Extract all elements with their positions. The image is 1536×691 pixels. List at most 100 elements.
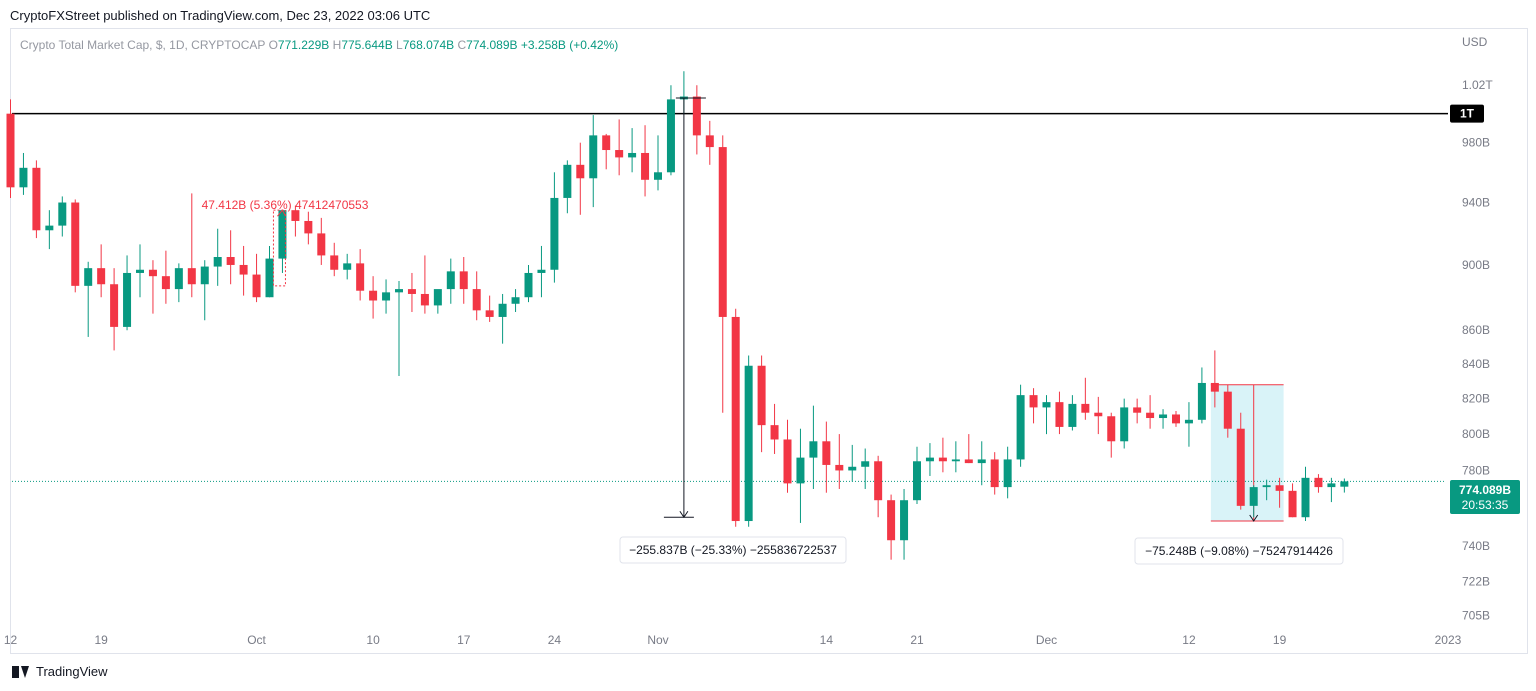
candle-body[interactable] (1094, 412, 1103, 417)
candle-body[interactable] (1236, 428, 1245, 506)
candle-body[interactable] (369, 290, 378, 301)
candle-body[interactable] (887, 500, 896, 541)
candle-body[interactable] (356, 263, 365, 291)
candle-body[interactable] (343, 263, 352, 270)
candle-body[interactable] (1029, 395, 1038, 408)
candle-body[interactable] (1340, 481, 1349, 487)
candle-body[interactable] (615, 150, 624, 158)
candle-body[interactable] (317, 233, 326, 256)
candle-body[interactable] (304, 220, 313, 234)
candle-body[interactable] (6, 113, 15, 188)
candle-body[interactable] (265, 258, 274, 298)
candle-body[interactable] (1288, 490, 1297, 518)
candle-body[interactable] (874, 461, 883, 501)
candle-body[interactable] (148, 269, 157, 277)
candle-body[interactable] (1068, 403, 1077, 427)
candle-body[interactable] (809, 441, 818, 458)
candle-body[interactable] (161, 276, 170, 290)
candle-body[interactable] (1301, 477, 1310, 518)
candle-body[interactable] (213, 257, 222, 267)
candle-body[interactable] (1159, 414, 1168, 419)
candle-body[interactable] (757, 365, 766, 426)
candle-body[interactable] (433, 289, 442, 306)
candle-body[interactable] (990, 459, 999, 488)
candle-body[interactable] (1184, 419, 1193, 424)
candle-body[interactable] (731, 316, 740, 522)
candle-body[interactable] (226, 257, 235, 265)
candle-body[interactable] (472, 289, 481, 311)
candle-body[interactable] (1172, 414, 1180, 424)
candle-body[interactable] (964, 459, 973, 464)
candle-body[interactable] (1016, 395, 1025, 460)
candle-body[interactable] (446, 271, 455, 290)
candle-body[interactable] (1120, 407, 1129, 442)
candle-body[interactable] (1314, 477, 1323, 488)
candle-body[interactable] (550, 197, 559, 270)
candle-body[interactable] (796, 457, 805, 484)
candle-body[interactable] (19, 167, 28, 188)
candle-body[interactable] (744, 365, 753, 522)
candle-body[interactable] (395, 289, 403, 293)
candle-body[interactable] (278, 210, 287, 259)
candle-body[interactable] (1197, 382, 1206, 420)
candle-body[interactable] (770, 425, 779, 440)
candle-body[interactable] (136, 269, 144, 273)
candle-body[interactable] (1210, 382, 1219, 392)
candle-body[interactable] (925, 457, 934, 462)
candle-body[interactable] (938, 457, 947, 462)
candle-body[interactable] (602, 135, 611, 151)
candle-body[interactable] (1133, 407, 1142, 413)
candle-body[interactable] (913, 461, 921, 501)
candle-body[interactable] (1275, 485, 1284, 491)
candle-body[interactable] (654, 172, 662, 180)
candle-body[interactable] (1055, 402, 1064, 427)
candle-body[interactable] (71, 202, 80, 286)
candle-body[interactable] (1249, 487, 1258, 506)
candle-body[interactable] (291, 210, 300, 221)
candle-body[interactable] (498, 303, 507, 317)
candle-body[interactable] (1042, 402, 1051, 408)
candle-body[interactable] (58, 202, 67, 226)
candle-body[interactable] (123, 272, 132, 327)
candle-body[interactable] (563, 164, 572, 198)
candle-body[interactable] (666, 99, 675, 173)
candle-body[interactable] (537, 269, 546, 273)
candle-body[interactable] (407, 289, 416, 294)
candle-body[interactable] (1262, 485, 1271, 488)
candle-body[interactable] (45, 225, 54, 231)
candle-body[interactable] (1146, 412, 1155, 419)
candle-body[interactable] (718, 147, 727, 317)
candle-body[interactable] (420, 293, 429, 306)
candle-body[interactable] (848, 466, 857, 471)
candle-body[interactable] (822, 441, 831, 465)
candle-body[interactable] (97, 268, 106, 285)
candle-body[interactable] (1081, 403, 1090, 413)
candle-body[interactable] (1223, 391, 1232, 429)
candle-body[interactable] (174, 268, 183, 290)
candle-body[interactable] (110, 284, 119, 327)
candle-body[interactable] (239, 264, 248, 275)
candle-body[interactable] (84, 268, 93, 286)
candle-body[interactable] (951, 459, 960, 462)
candle-body[interactable] (576, 164, 585, 179)
candle-body[interactable] (1003, 459, 1012, 488)
candle-body[interactable] (485, 310, 494, 317)
candle-body[interactable] (187, 268, 196, 285)
candle-body[interactable] (330, 255, 339, 270)
candle-body[interactable] (200, 266, 209, 285)
candle-body[interactable] (459, 271, 468, 290)
candle-body[interactable] (692, 96, 701, 136)
candle-body[interactable] (861, 461, 870, 467)
candle-body[interactable] (900, 500, 909, 541)
candle-body[interactable] (705, 135, 714, 148)
candle-body[interactable] (32, 167, 41, 231)
candle-body[interactable] (835, 464, 844, 471)
candle-body[interactable] (252, 274, 261, 298)
candle-body[interactable] (628, 152, 637, 158)
candle-body[interactable] (783, 439, 792, 484)
candle-body[interactable] (977, 459, 986, 464)
candle-body[interactable] (1327, 483, 1336, 488)
candle-body[interactable] (382, 292, 391, 301)
candle-body[interactable] (524, 272, 533, 298)
